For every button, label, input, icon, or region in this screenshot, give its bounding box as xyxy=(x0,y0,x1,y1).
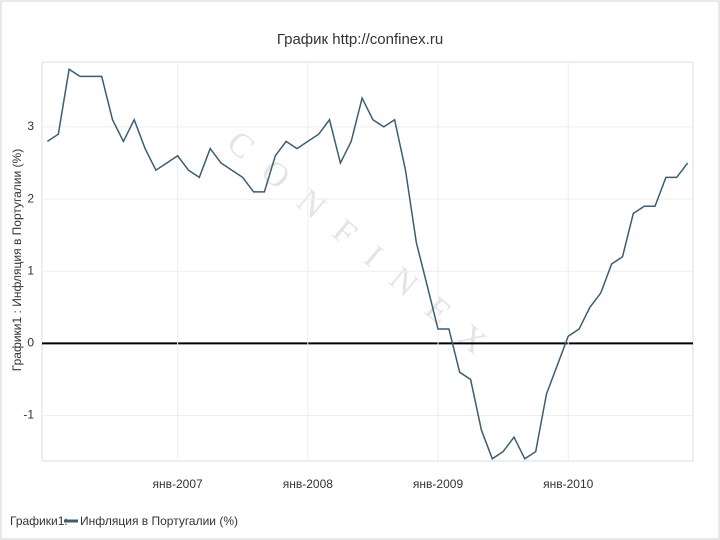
plot-area xyxy=(41,61,694,462)
x-tick-label: янв-2010 xyxy=(543,477,594,491)
y-tick-label: 3 xyxy=(27,119,34,133)
x-tick-label: янв-2008 xyxy=(283,477,334,491)
y-tick-label: 2 xyxy=(27,191,34,205)
y-tick-label: -1 xyxy=(23,408,34,422)
x-tick-label: янв-2009 xyxy=(413,477,464,491)
x-tick-label: янв-2007 xyxy=(153,477,204,491)
y-tick-label: 1 xyxy=(27,263,34,277)
legend-title: Графики1: xyxy=(10,514,68,528)
y-axis-label: Графики1 : Инфляция в Португалии (%) xyxy=(10,149,24,371)
y-tick-label: 0 xyxy=(27,336,34,350)
data-line xyxy=(46,67,689,460)
chart-title: График http://confinex.ru xyxy=(277,31,443,48)
legend-label: Инфляция в Португалии (%) xyxy=(80,514,238,528)
